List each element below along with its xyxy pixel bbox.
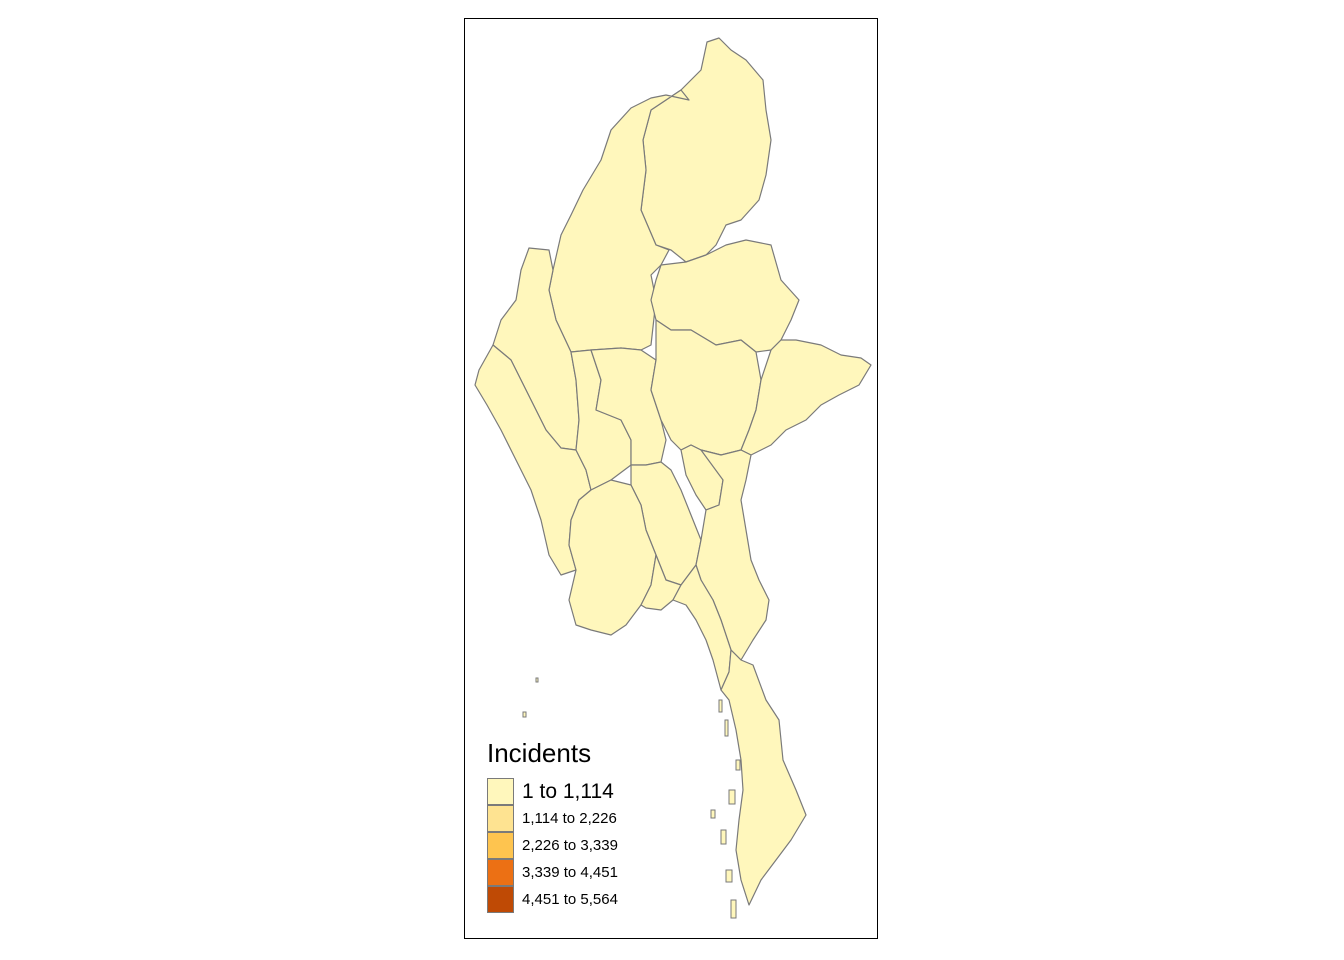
region-sagaing[interactable]: [548, 89, 690, 353]
island-fragment: [535, 677, 539, 683]
region-shan-east[interactable]: [740, 339, 872, 456]
map-frame: [464, 18, 878, 939]
legend-label: 1,114 to 2,226: [522, 810, 617, 827]
legend-label: 3,339 to 4,451: [522, 864, 618, 881]
region-kayin[interactable]: [695, 449, 770, 661]
legend-item: 1 to 1,114: [487, 778, 618, 805]
legend-swatch: [487, 886, 514, 913]
region-ayeyarwady[interactable]: [568, 479, 657, 636]
island-fragment: [730, 899, 737, 919]
choropleth-map: [474, 37, 872, 919]
legend-item: 4,451 to 5,564: [487, 886, 618, 913]
legend-label: 1 to 1,114: [522, 779, 614, 803]
map-legend: Incidents 1 to 1,114 1,114 to 2,226 2,22…: [487, 738, 618, 913]
region-tanintharyi[interactable]: [720, 649, 807, 906]
legend-label: 4,451 to 5,564: [522, 891, 618, 908]
legend-item: 2,226 to 3,339: [487, 832, 618, 859]
legend-item: 1,114 to 2,226: [487, 805, 618, 832]
legend-label: 2,226 to 3,339: [522, 837, 618, 854]
island-fragment: [718, 699, 723, 713]
island-fragment: [724, 719, 729, 737]
island-fragment: [725, 869, 733, 883]
legend-swatch: [487, 805, 514, 832]
island-fragment: [720, 829, 727, 845]
island-fragment: [522, 711, 527, 718]
island-fragment: [735, 759, 741, 771]
region-kachin[interactable]: [640, 37, 772, 263]
island-fragment: [710, 809, 716, 819]
legend-swatch: [487, 859, 514, 886]
legend-title: Incidents: [487, 738, 592, 768]
island-fragment: [728, 789, 736, 805]
legend-item: 3,339 to 4,451: [487, 859, 618, 886]
legend-swatch: [487, 778, 514, 805]
legend-swatch: [487, 832, 514, 859]
region-yangon[interactable]: [640, 554, 682, 611]
